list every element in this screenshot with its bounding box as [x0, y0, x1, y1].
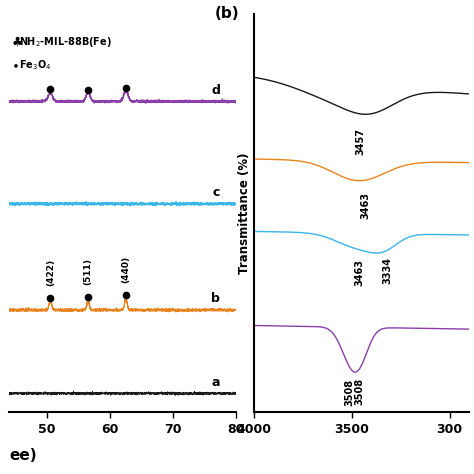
Text: c: c: [213, 186, 220, 199]
Text: 3334: 3334: [382, 257, 392, 284]
Text: 3463: 3463: [354, 259, 364, 286]
Text: (511): (511): [83, 258, 92, 285]
Y-axis label: Transmittance (%): Transmittance (%): [238, 153, 251, 274]
Text: $\clubsuit$: $\clubsuit$: [11, 35, 23, 48]
Text: b: b: [211, 292, 220, 305]
Text: 3508: 3508: [345, 379, 355, 406]
Text: (422): (422): [46, 259, 55, 286]
Text: Fe$_3$O$_4$: Fe$_3$O$_4$: [19, 58, 51, 72]
Text: $\bullet$: $\bullet$: [11, 58, 19, 71]
Text: (440): (440): [121, 256, 130, 283]
Text: ee): ee): [9, 448, 37, 463]
Text: NH$_2$-MIL-88B(Fe): NH$_2$-MIL-88B(Fe): [19, 35, 112, 49]
Text: 3508: 3508: [355, 378, 365, 405]
Text: d: d: [211, 84, 220, 97]
Text: a: a: [212, 376, 220, 389]
Text: 3457: 3457: [355, 128, 365, 155]
Text: 3463: 3463: [360, 191, 370, 219]
Text: (b): (b): [215, 6, 239, 21]
